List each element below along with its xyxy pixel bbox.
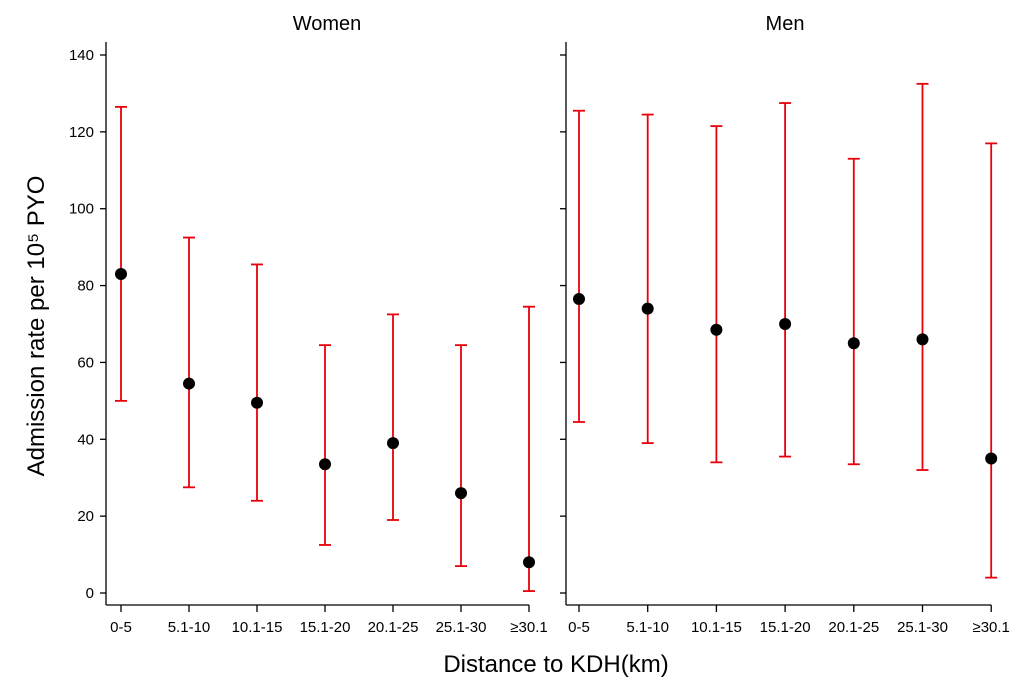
panel-title: Men: [766, 13, 805, 35]
error-bar: [779, 102, 792, 458]
x-tick-label: 15.1-20: [760, 619, 811, 636]
error-bar: [916, 82, 929, 471]
panel-title: Women: [293, 13, 362, 35]
data-point: [847, 337, 860, 350]
x-tick-label: 10.1-15: [232, 619, 283, 636]
error-bar: [387, 313, 399, 521]
error-bar: [847, 157, 860, 466]
error-bar: [710, 125, 723, 464]
y-tick-label: 40: [77, 431, 94, 448]
x-tick-label: 5.1-10: [168, 619, 211, 636]
x-tick-label: 20.1-25: [368, 619, 419, 636]
data-point: [523, 556, 535, 569]
data-point: [985, 452, 998, 465]
x-tick-label: 0-5: [568, 619, 590, 636]
error-bar: [251, 263, 263, 502]
x-tick-label: 15.1-20: [300, 619, 351, 636]
y-tick-label: 80: [77, 278, 94, 295]
error-bar: [523, 305, 535, 592]
error-bar: [455, 344, 467, 567]
y-tick-label: 100: [69, 201, 94, 218]
x-axis-title: Distance to KDH(km): [443, 651, 668, 678]
x-tick-label: 5.1-10: [626, 619, 669, 636]
error-bar: [641, 113, 654, 445]
x-tick-label: 20.1-25: [828, 619, 879, 636]
error-bar: [319, 344, 331, 546]
data-point: [115, 268, 127, 281]
data-point: [387, 437, 399, 450]
data-point: [916, 333, 929, 346]
data-point: [183, 377, 195, 390]
x-tick-label: ≥30.1: [510, 619, 547, 636]
data-point: [710, 323, 723, 336]
error-bar: [573, 109, 585, 423]
error-bar: [115, 105, 127, 402]
x-tick-label: ≥30.1: [972, 619, 1009, 636]
data-point: [641, 302, 654, 315]
x-tick-label: 25.1-30: [897, 619, 948, 636]
data-point: [319, 458, 331, 471]
data-point: [455, 487, 467, 500]
y-tick-label: 0: [86, 585, 94, 602]
y-tick-label: 140: [69, 47, 94, 64]
y-tick-label: 60: [77, 354, 94, 371]
data-point: [251, 396, 263, 409]
x-tick-label: 0-5: [110, 619, 132, 636]
y-tick-label: 120: [69, 124, 94, 141]
panel-2: Men 0-5 5.1-10 10.1-15 15.1-20 20.1-25 25.1-30…: [560, 13, 1010, 636]
data-point: [573, 293, 585, 306]
panels: Women 0 20 40 60 80 100 120 140 0-5 5.1-10 10.1-15 1…: [69, 13, 1010, 636]
panel-1: Women 0 20 40 60 80 100 120 140 0-5 5.1-10 10.1-15 1…: [69, 13, 548, 636]
y-tick-label: 20: [77, 508, 94, 525]
x-tick-label: 10.1-15: [691, 619, 742, 636]
error-bar: [183, 236, 195, 489]
error-bar: [985, 142, 998, 579]
data-point: [779, 318, 792, 330]
y-axis-title: Admission rate per 10⁵ PYO: [23, 176, 50, 477]
x-tick-label: 25.1-30: [436, 619, 487, 636]
